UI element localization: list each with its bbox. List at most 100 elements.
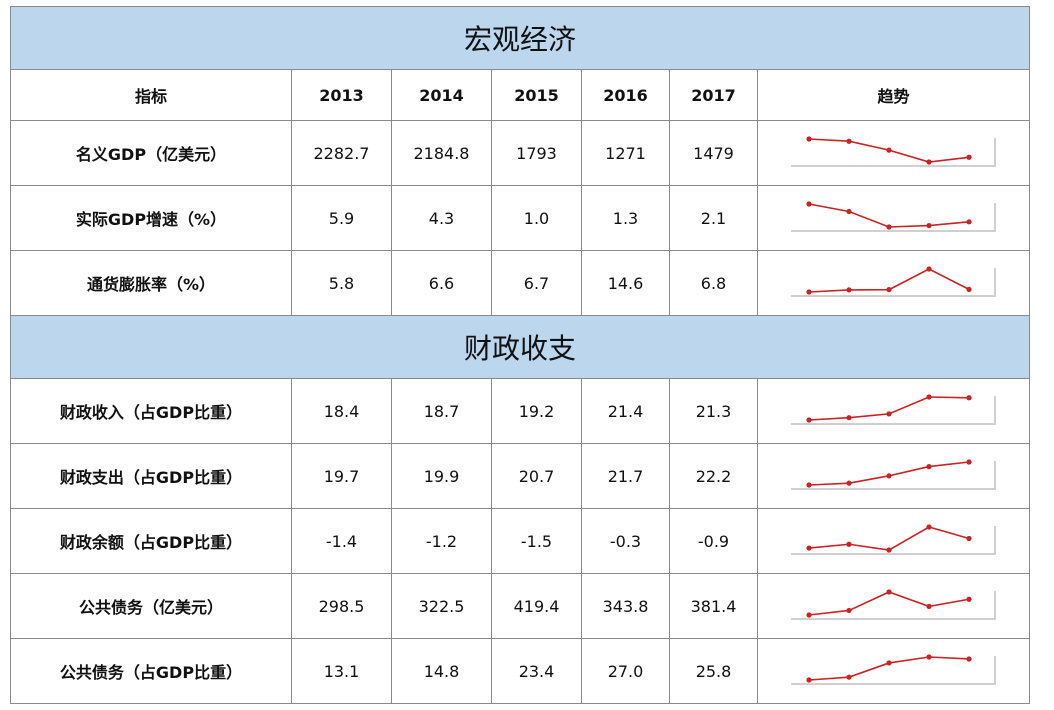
- sparkline-frame: [790, 203, 996, 232]
- sparkline-chart: [790, 136, 996, 167]
- sparkline-point: [925, 222, 932, 229]
- cell-value: 298.5: [291, 573, 392, 639]
- cell-value: 343.8: [581, 573, 670, 639]
- sparkline-frame: [790, 138, 996, 167]
- cell-value: -0.9: [669, 508, 758, 574]
- sparkline-point: [845, 674, 852, 680]
- cell-value: 27.0: [581, 638, 670, 704]
- sparkline-point: [925, 464, 932, 470]
- cell-value: 2282.7: [291, 120, 392, 186]
- cell-value: 2184.8: [391, 120, 492, 186]
- cell-value: -1.4: [291, 508, 392, 574]
- sparkline-point: [965, 395, 972, 401]
- cell-value: 25.8: [669, 638, 758, 704]
- sparkline-frame: [790, 396, 996, 425]
- sparkline-line: [808, 396, 969, 421]
- sparkline-point: [845, 607, 852, 614]
- sparkline-point: [805, 201, 812, 207]
- column-header-row: 指标 2013 2014 2015 2016 2017 趋势: [10, 69, 1031, 121]
- sparkline-point: [925, 524, 932, 530]
- sparkline-point: [805, 136, 812, 142]
- sparkline-point: [845, 138, 852, 144]
- sparkline-point: [845, 208, 852, 215]
- sparkline-point: [845, 541, 852, 547]
- sparkline-point: [885, 411, 892, 417]
- cell-value: 22.2: [669, 443, 758, 509]
- cell-value: 5.8: [291, 250, 392, 316]
- sparkline-point: [885, 473, 892, 479]
- sparkline-point: [885, 147, 892, 153]
- row-label: 通货膨胀率（%）: [10, 250, 292, 316]
- sparkline-chart: [790, 589, 996, 620]
- cell-value: -0.3: [581, 508, 670, 574]
- cell-value: 1.0: [491, 185, 582, 251]
- trend-cell: [756, 638, 1031, 704]
- sparkline-point: [965, 219, 972, 225]
- sparkline-point: [965, 656, 972, 662]
- sparkline-point: [885, 660, 892, 666]
- sparkline-point: [965, 154, 972, 160]
- sparkline-point: [925, 159, 932, 165]
- sparkline-chart: [790, 394, 996, 425]
- cell-value: 1479: [669, 120, 758, 186]
- section-header-macro: 宏观经济: [9, 6, 1031, 70]
- trend-cell: [756, 250, 1031, 316]
- cell-value: 1793: [491, 120, 582, 186]
- cell-value: 21.4: [581, 378, 670, 444]
- sparkline-point: [805, 289, 812, 295]
- sparkline-frame: [790, 656, 996, 685]
- section-title: 宏观经济: [9, 6, 1031, 70]
- sparkline-chart: [790, 654, 996, 685]
- cell-value: 1271: [581, 120, 670, 186]
- table-row: 公共债务（占GDP比重） 13.1 14.8 23.4 27.0 25.8: [10, 638, 1031, 704]
- sparkline-point: [965, 596, 972, 602]
- cell-value: 4.3: [391, 185, 492, 251]
- cell-value: 1.3: [581, 185, 670, 251]
- sparkline-point: [805, 612, 812, 618]
- cell-value: 2.1: [669, 185, 758, 251]
- row-label: 名义GDP（亿美元）: [10, 120, 292, 186]
- data-table: 宏观经济 指标 2013 2014 2015 2016 2017 趋势 名义GD…: [9, 6, 1031, 704]
- sparkline-line: [808, 203, 969, 228]
- cell-value: 18.7: [391, 378, 492, 444]
- sparkline-point: [885, 547, 892, 553]
- table-row: 财政收入（占GDP比重） 18.4 18.7 19.2 21.4 21.3: [10, 378, 1031, 444]
- cell-value: 23.4: [491, 638, 582, 704]
- sparkline-point: [845, 415, 852, 421]
- cell-value: 6.7: [491, 250, 582, 316]
- row-label: 公共债务（亿美元）: [10, 573, 292, 639]
- cell-value: 14.8: [391, 638, 492, 704]
- sparkline-line: [808, 526, 969, 551]
- sparkline-frame: [790, 268, 996, 297]
- sparkline-chart: [790, 524, 996, 555]
- cell-value: -1.2: [391, 508, 492, 574]
- section-header-fiscal: 财政收支: [9, 315, 1031, 379]
- sparkline-point: [965, 535, 972, 542]
- cell-value: 19.7: [291, 443, 392, 509]
- table-row: 实际GDP增速（%） 5.9 4.3 1.0 1.3 2.1: [10, 185, 1031, 251]
- trend-cell: [756, 573, 1031, 639]
- sparkline-point: [805, 677, 812, 683]
- sparkline-point: [925, 654, 932, 660]
- row-label: 财政支出（占GDP比重）: [10, 443, 292, 509]
- table-row: 公共债务（亿美元） 298.5 322.5 419.4 343.8 381.4: [10, 573, 1031, 639]
- cell-value: 13.1: [291, 638, 392, 704]
- trend-cell: [756, 185, 1031, 251]
- sparkline-point: [885, 589, 892, 595]
- cell-value: 381.4: [669, 573, 758, 639]
- sparkline-frame: [790, 461, 996, 490]
- table-row: 通货膨胀率（%） 5.8 6.6 6.7 14.6 6.8: [10, 250, 1031, 316]
- header-year: 2015: [491, 69, 582, 121]
- sparkline-chart: [790, 266, 996, 297]
- sparkline-point: [965, 459, 972, 465]
- cell-value: 6.6: [391, 250, 492, 316]
- sparkline-point: [885, 287, 892, 293]
- header-trend: 趋势: [756, 69, 1031, 121]
- cell-value: 19.2: [491, 378, 582, 444]
- trend-cell: [756, 443, 1031, 509]
- sparkline-point: [805, 417, 812, 423]
- header-year: 2016: [581, 69, 670, 121]
- header-year: 2017: [669, 69, 758, 121]
- sparkline-line: [808, 591, 969, 616]
